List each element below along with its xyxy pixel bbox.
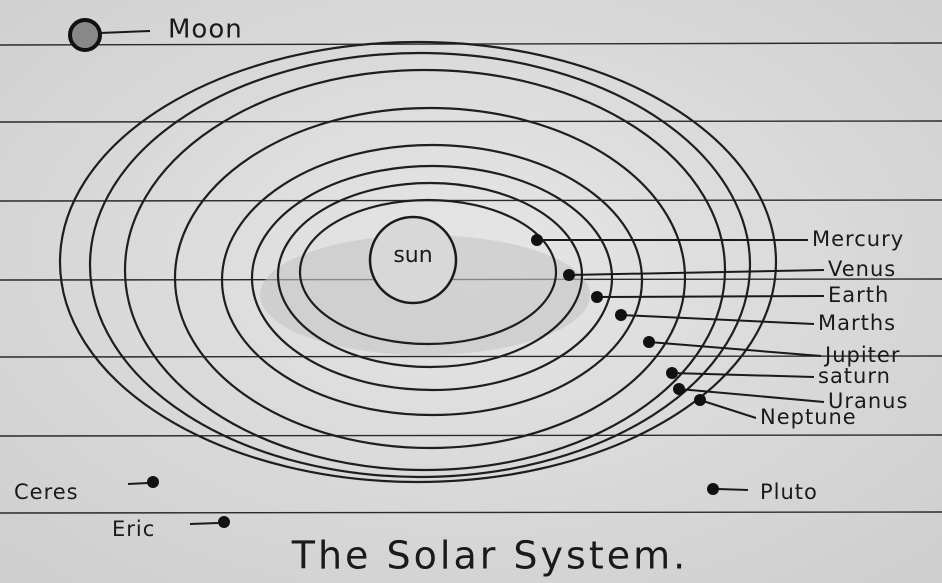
sun-label: sun bbox=[393, 243, 432, 268]
planet bbox=[694, 394, 706, 406]
planet bbox=[673, 383, 685, 395]
planet-label: Mercury bbox=[812, 227, 904, 251]
planet bbox=[615, 309, 627, 321]
planet-label: saturn bbox=[818, 364, 891, 388]
title: The Solar System. bbox=[291, 534, 688, 578]
rule-line bbox=[0, 356, 942, 357]
planet bbox=[666, 367, 678, 379]
leader-line bbox=[718, 489, 748, 490]
body-dot bbox=[707, 483, 719, 495]
planet bbox=[643, 336, 655, 348]
leader-line bbox=[597, 296, 824, 297]
rule-line bbox=[0, 435, 942, 436]
planet-label: Neptune bbox=[760, 405, 857, 429]
leader-line bbox=[128, 483, 148, 484]
rule-line bbox=[0, 512, 942, 513]
body-label: Ceres bbox=[14, 480, 79, 504]
planet-label: Earth bbox=[828, 283, 889, 307]
body-dot bbox=[218, 516, 230, 528]
planet bbox=[591, 291, 603, 303]
body-label: Pluto bbox=[760, 480, 818, 504]
body-label: Eric bbox=[112, 517, 155, 541]
planet-label: Marths bbox=[818, 311, 896, 335]
leader-line bbox=[190, 523, 218, 524]
body-dot bbox=[147, 476, 159, 488]
planet bbox=[531, 234, 543, 246]
solar-system-sketch: sun Moon The Solar System. MercuryVenusE… bbox=[0, 0, 942, 583]
moon bbox=[70, 20, 100, 50]
planet-label: Venus bbox=[828, 257, 896, 281]
moon-label: Moon bbox=[168, 15, 243, 45]
planet bbox=[563, 269, 575, 281]
